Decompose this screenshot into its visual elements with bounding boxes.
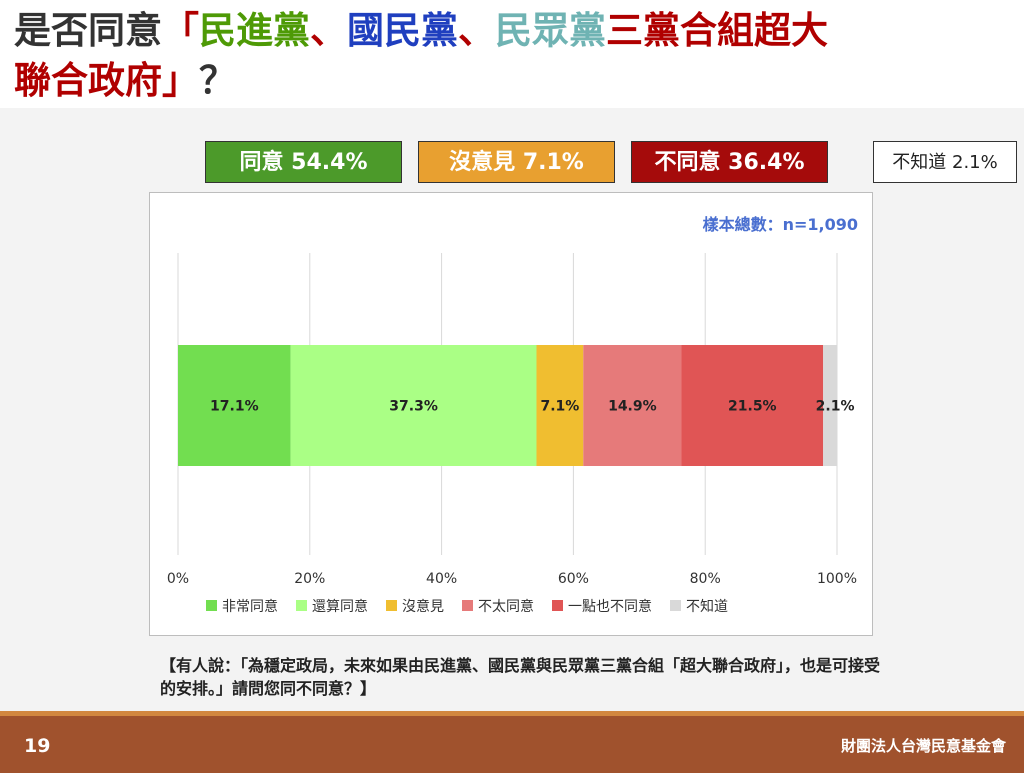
x-tick-label: 0%	[167, 571, 189, 587]
title-question-mark: ？	[199, 59, 236, 102]
title-sep-2: 、	[458, 9, 495, 52]
x-tick-label: 100%	[817, 571, 857, 587]
x-tick-label: 60%	[558, 571, 589, 587]
legend-label: 非常同意	[222, 598, 278, 615]
bar-data-label: 2.1%	[816, 399, 855, 415]
bar-segment	[290, 345, 537, 466]
legend-swatch	[552, 600, 563, 611]
bar-data-label: 14.9%	[608, 399, 657, 415]
title-party-dpp: 民進黨	[199, 9, 310, 52]
legend-swatch	[206, 600, 217, 611]
title-sep-1: 、	[310, 9, 347, 52]
title-tail: 三黨合組超大	[606, 9, 828, 52]
sample-size-note: 樣本總數：n=1,090	[703, 215, 858, 234]
legend: 非常同意 還算同意 沒意見 不太同意 一點也不同意 不知道	[206, 598, 728, 615]
bar-segments: 17.1% 37.3% 7.1% 14.9% 21.5% 2.1%	[178, 345, 854, 466]
legend-label: 一點也不同意	[568, 598, 652, 615]
legend-label: 沒意見	[402, 598, 444, 615]
summary-agree: 同意 54.4%	[205, 141, 402, 183]
title-prefix: 是否同意	[14, 9, 162, 52]
x-tick-label: 80%	[690, 571, 721, 587]
title-party-kmt: 國民黨	[347, 9, 458, 52]
bar-segment	[823, 345, 837, 466]
legend-swatch	[296, 600, 307, 611]
summary-dont-know: 不知道 2.1%	[873, 141, 1017, 183]
page-number: 19	[24, 735, 51, 757]
bar-data-label: 37.3%	[389, 399, 438, 415]
question-caption: 【有人說：「為穩定政局，未來如果由民進黨、國民黨與民眾黨三黨合組「超大聯合政府」…	[160, 656, 881, 698]
summary-no-opinion: 沒意見 7.1%	[418, 141, 615, 183]
bar-data-label: 17.1%	[210, 399, 259, 415]
x-tick-label: 40%	[426, 571, 457, 587]
title-line2: 聯合政府	[14, 59, 162, 102]
bar-segment	[681, 345, 824, 466]
stacked-bar-chart: 樣本總數：n=1,090 17.1% 37.3% 7.1% 14.9% 21.5% 2.1…	[167, 215, 858, 615]
organization-name: 財團法人台灣民意基金會	[840, 737, 1006, 755]
bar-segment	[583, 345, 682, 466]
legend-swatch	[462, 600, 473, 611]
title-bracket-open: 「	[162, 9, 199, 52]
bar-segment	[536, 345, 584, 466]
x-axis-ticks: 0% 20% 40% 60% 80% 100%	[167, 571, 857, 587]
chart-panel: 樣本總數：n=1,090 17.1% 37.3% 7.1% 14.9% 21.5% 2.1…	[149, 192, 873, 636]
page-title: 是否同意「民進黨、國民黨、民眾黨三黨合組超大 聯合政府」？	[14, 6, 1014, 106]
title-band	[0, 0, 1024, 108]
legend-label: 還算同意	[312, 598, 368, 615]
x-tick-label: 20%	[294, 571, 325, 587]
title-party-tpp: 民眾黨	[495, 9, 606, 52]
title-bracket-close: 」	[162, 59, 199, 102]
summary-disagree: 不同意 36.4%	[631, 141, 828, 183]
legend-label: 不太同意	[478, 598, 534, 615]
legend-swatch	[386, 600, 397, 611]
bar-segment	[178, 345, 291, 466]
bar-data-label: 7.1%	[540, 399, 579, 415]
legend-label: 不知道	[686, 598, 728, 615]
bar-data-label: 21.5%	[728, 399, 777, 415]
legend-swatch	[670, 600, 681, 611]
footer-bar: 19 財團法人台灣民意基金會	[0, 711, 1024, 773]
